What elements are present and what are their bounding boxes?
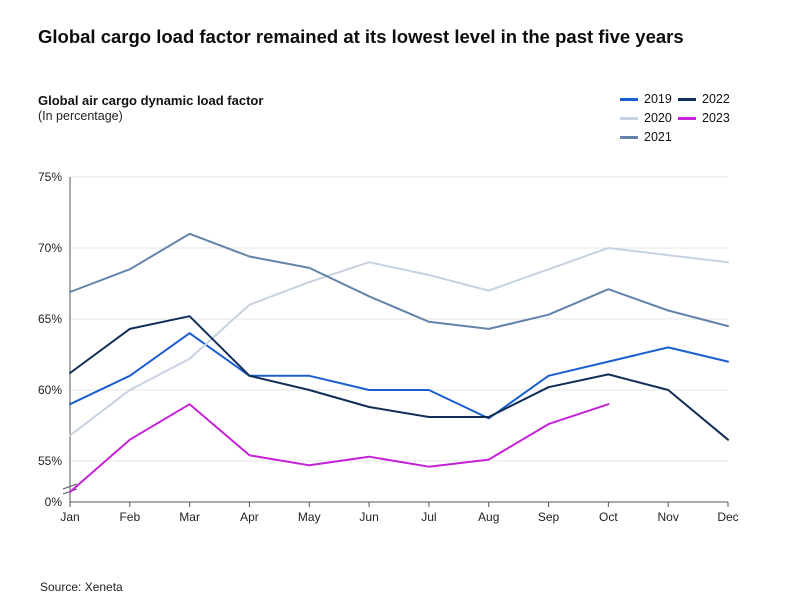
series-line-2023 <box>69 403 610 493</box>
x-tick-label: Jan <box>60 510 79 524</box>
x-tick-label: Dec <box>717 510 738 524</box>
series-lines <box>69 232 729 493</box>
gridlines <box>70 176 728 462</box>
legend-item-2019: 2019 <box>620 92 672 106</box>
legend-item-2022: 2022 <box>678 92 730 106</box>
series-line-2021 <box>69 232 729 330</box>
x-tick-label: Feb <box>119 510 140 524</box>
y-tick-label: 55% <box>38 454 62 468</box>
legend-item-2021: 2021 <box>620 130 672 144</box>
y-tick-label: 75% <box>38 170 62 184</box>
legend-label-2019: 2019 <box>644 92 672 106</box>
unit-note: (In percentage) <box>38 109 123 123</box>
legend-label-2022: 2022 <box>702 92 730 106</box>
chart-title: Global cargo load factor remained at its… <box>38 26 684 47</box>
legend-swatch-2023 <box>678 116 696 120</box>
axes <box>62 177 729 507</box>
y-tick-label: 0% <box>45 495 63 509</box>
legend-label-2023: 2023 <box>702 111 730 125</box>
x-tick-label: Oct <box>599 510 618 524</box>
x-tick-label: Apr <box>240 510 259 524</box>
x-tick-label: Mar <box>179 510 200 524</box>
chart-subtitle: Global air cargo dynamic load factor <box>38 93 264 108</box>
legend-item-2020: 2020 <box>620 111 672 125</box>
legend-label-2021: 2021 <box>644 130 672 144</box>
legend-item-2023: 2023 <box>678 111 730 125</box>
source-note: Source: Xeneta <box>40 580 123 594</box>
series-line-2019 <box>69 332 729 420</box>
legend-swatch-2019 <box>620 97 638 101</box>
legend-label-2020: 2020 <box>644 111 672 125</box>
x-tick-label: Jul <box>421 510 436 524</box>
axis-break-mark <box>62 483 78 490</box>
x-tick-label: Sep <box>538 510 560 524</box>
legend-swatch-2020 <box>620 116 638 120</box>
series-line-2022 <box>69 315 729 441</box>
legend-swatch-2022 <box>678 97 696 101</box>
series-line-2020 <box>69 247 729 437</box>
y-tick-label: 65% <box>38 312 62 326</box>
legend-swatch-2021 <box>620 135 638 139</box>
x-tick-label: Aug <box>478 510 499 524</box>
x-tick-label: Nov <box>658 510 679 524</box>
y-tick-label: 60% <box>38 383 62 397</box>
y-axis-ticks: 75% 70% 65% 60% 55% 0% <box>38 170 62 509</box>
x-axis-ticks: Jan Feb Mar Apr May Jun Jul Aug Sep Oct Nov Dec <box>60 510 738 524</box>
y-tick-label: 70% <box>38 241 62 255</box>
x-tick-label: Jun <box>359 510 378 524</box>
x-tick-label: May <box>298 510 321 524</box>
